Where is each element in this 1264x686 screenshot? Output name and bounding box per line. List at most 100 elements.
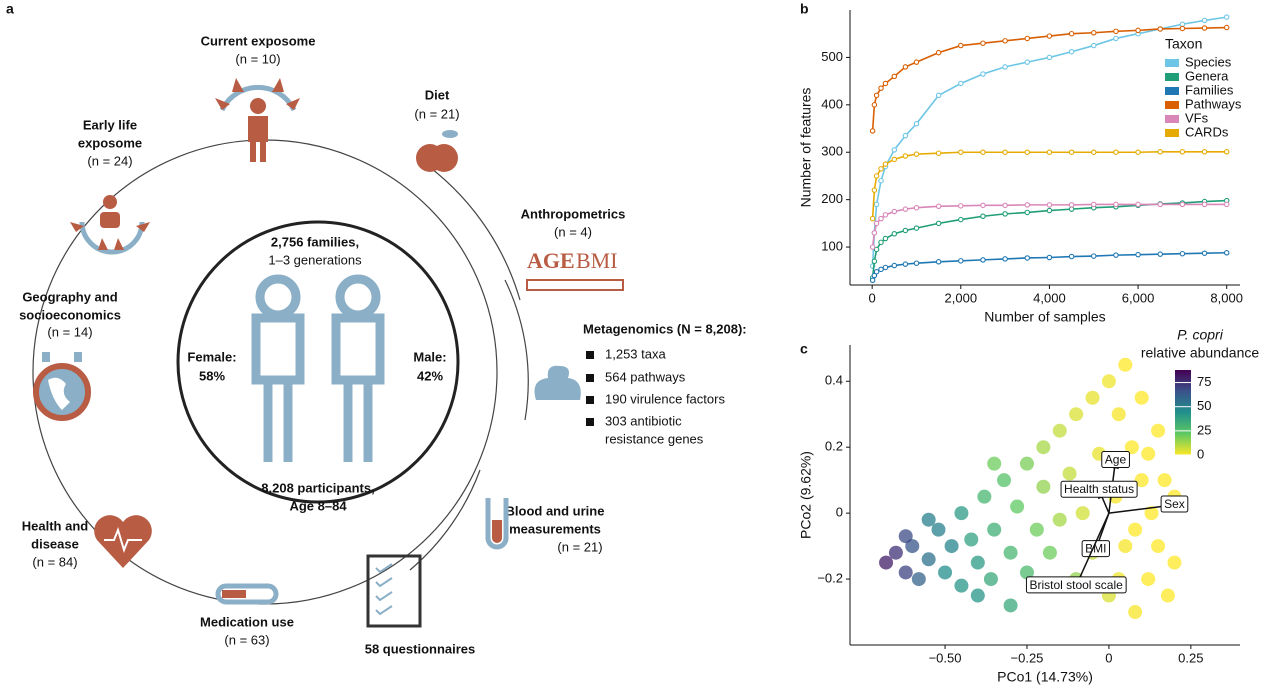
point <box>891 231 898 237</box>
point <box>1068 48 1075 55</box>
point <box>935 49 942 56</box>
point <box>879 555 894 570</box>
point <box>1157 251 1163 257</box>
y-tick-label: 300 <box>821 144 843 159</box>
point <box>1046 254 1053 261</box>
point <box>1113 201 1119 208</box>
point <box>1134 473 1149 488</box>
point <box>902 153 909 159</box>
icon-ruler <box>526 279 624 291</box>
list-item: 564 pathways <box>605 369 686 384</box>
item-title: Health and <box>22 518 89 533</box>
list-item: 190 virulence factors <box>605 391 725 406</box>
item-title: Diet <box>425 87 450 102</box>
item-title: disease <box>31 536 79 551</box>
point <box>1135 201 1141 208</box>
point <box>1068 253 1075 260</box>
colorbar <box>1175 370 1191 455</box>
point <box>958 80 964 87</box>
point <box>958 203 964 209</box>
point <box>1113 35 1119 42</box>
arrow-label: Bristol stool scale <box>1025 576 1127 594</box>
point <box>869 215 876 222</box>
point <box>882 80 889 87</box>
point <box>944 539 959 554</box>
point <box>921 552 936 567</box>
point <box>935 92 942 99</box>
point <box>954 506 969 521</box>
point <box>873 92 880 99</box>
arrow-label-box <box>1025 576 1127 594</box>
x-tick-label: −0.25 <box>1011 650 1044 665</box>
x-tick-label: 6,000 <box>1122 290 1155 305</box>
point <box>1075 506 1090 521</box>
point <box>902 64 909 70</box>
colorbar-tick-label: 75 <box>1197 374 1211 389</box>
item-n: (n = 63) <box>224 632 269 647</box>
point <box>869 128 876 134</box>
loading-arrow <box>1075 512 1110 587</box>
point <box>1118 357 1133 372</box>
point <box>1179 250 1186 257</box>
point <box>873 246 880 253</box>
point <box>1141 446 1156 461</box>
arrow-label-text: BMI <box>1085 542 1106 556</box>
point <box>871 187 878 193</box>
point <box>1157 149 1163 155</box>
point <box>878 239 884 246</box>
point <box>913 260 920 266</box>
point <box>1091 42 1097 49</box>
legend-label: Species <box>1185 54 1232 69</box>
y-axis-label: PCo2 (9.62%) <box>798 451 814 539</box>
point <box>902 227 909 234</box>
point <box>1024 202 1031 208</box>
point <box>913 59 920 65</box>
item-title: Geography and <box>22 289 117 304</box>
point <box>1201 201 1208 208</box>
center-text: 2,756 families, <box>271 234 359 249</box>
inner-ring <box>176 220 460 504</box>
point <box>898 529 913 544</box>
panel-label: a <box>6 1 14 17</box>
ring-arc <box>419 159 521 301</box>
point <box>1118 539 1133 554</box>
point <box>871 102 878 108</box>
point <box>1160 588 1175 603</box>
item-title: Early life <box>83 117 137 132</box>
point <box>882 235 889 242</box>
point <box>869 244 876 250</box>
point <box>1024 35 1031 42</box>
point <box>980 149 986 155</box>
x-tick-label: 4,000 <box>1033 290 1066 305</box>
center-text: 1–3 generations <box>268 252 362 267</box>
point <box>1201 25 1208 31</box>
point <box>1157 201 1163 208</box>
arrow-label-box <box>1160 495 1189 513</box>
list-item: resistance genes <box>605 431 704 446</box>
point <box>1036 440 1051 455</box>
y-tick-label: 200 <box>821 191 843 206</box>
point <box>1223 14 1230 20</box>
point <box>1003 545 1018 560</box>
item-n: (n = 24) <box>87 153 132 168</box>
colorbar-title: relative abundance <box>1141 345 1260 361</box>
list-item: 1,253 taxa <box>605 346 666 361</box>
x-axis-label: PCo1 (14.73%) <box>997 669 1093 685</box>
point <box>1019 565 1034 580</box>
point <box>888 545 903 560</box>
point <box>1135 27 1141 34</box>
x-tick-label: 0 <box>869 290 876 305</box>
point <box>878 85 884 91</box>
point <box>1223 149 1230 155</box>
item-n: (n = 21) <box>557 539 602 554</box>
point <box>878 266 884 273</box>
point <box>1167 555 1182 570</box>
series-line <box>871 150 1227 219</box>
item-n: (n = 21) <box>414 106 459 121</box>
point <box>1151 423 1166 438</box>
point <box>980 257 986 263</box>
icon-pill <box>215 583 279 605</box>
point <box>997 473 1012 488</box>
point <box>935 220 942 227</box>
point <box>1223 201 1230 208</box>
